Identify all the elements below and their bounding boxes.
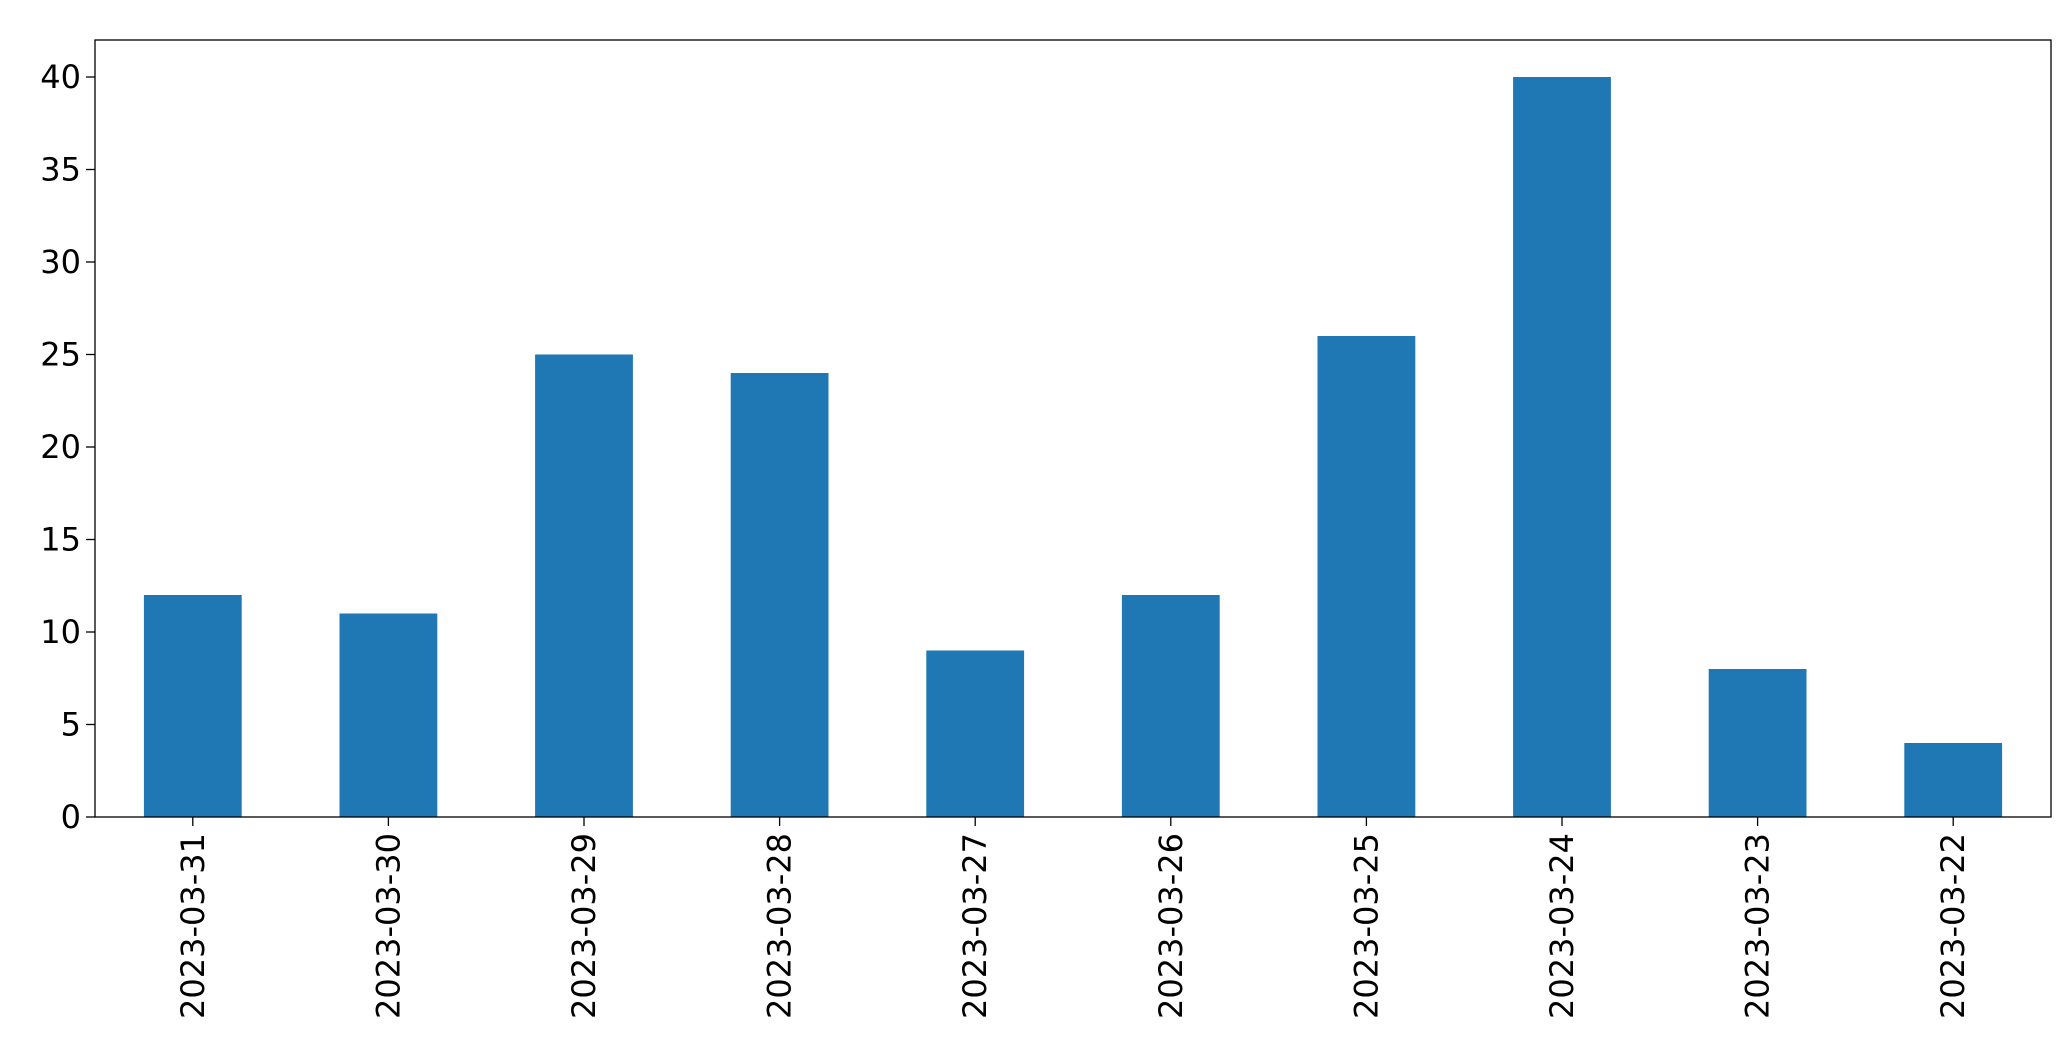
y-tick-label: 40 [40, 58, 81, 96]
y-tick-label: 30 [40, 243, 81, 281]
x-tick-label: 2023-03-25 [1347, 833, 1385, 1019]
bar [1317, 336, 1416, 817]
bar [730, 373, 829, 817]
x-tick-label: 2023-03-22 [1934, 833, 1972, 1019]
bar [1904, 743, 2003, 817]
x-tick-label: 2023-03-31 [174, 833, 212, 1019]
bar [926, 650, 1025, 817]
y-tick-label: 20 [40, 428, 81, 466]
bar [535, 354, 633, 817]
y-tick-label: 0 [61, 798, 81, 836]
x-tick-label: 2023-03-30 [369, 833, 407, 1019]
bar [339, 613, 438, 817]
bar [143, 595, 242, 817]
x-tick-label: 2023-03-26 [1152, 833, 1190, 1019]
y-tick-label: 35 [40, 151, 81, 189]
x-tick-label: 2023-03-29 [565, 833, 603, 1019]
x-tick-label: 2023-03-27 [956, 833, 994, 1019]
bar [1708, 669, 1807, 817]
x-tick-label: 2023-03-23 [1739, 833, 1777, 1019]
bar [1121, 595, 1220, 817]
x-tick-label: 2023-03-28 [761, 833, 799, 1019]
y-tick-label: 15 [40, 521, 81, 559]
bar [1513, 77, 1611, 817]
y-tick-label: 25 [40, 336, 81, 374]
y-tick-label: 5 [61, 706, 81, 744]
x-tick-label: 2023-03-24 [1543, 833, 1581, 1019]
y-tick-label: 10 [40, 613, 81, 651]
plot-frame [94, 39, 2052, 818]
